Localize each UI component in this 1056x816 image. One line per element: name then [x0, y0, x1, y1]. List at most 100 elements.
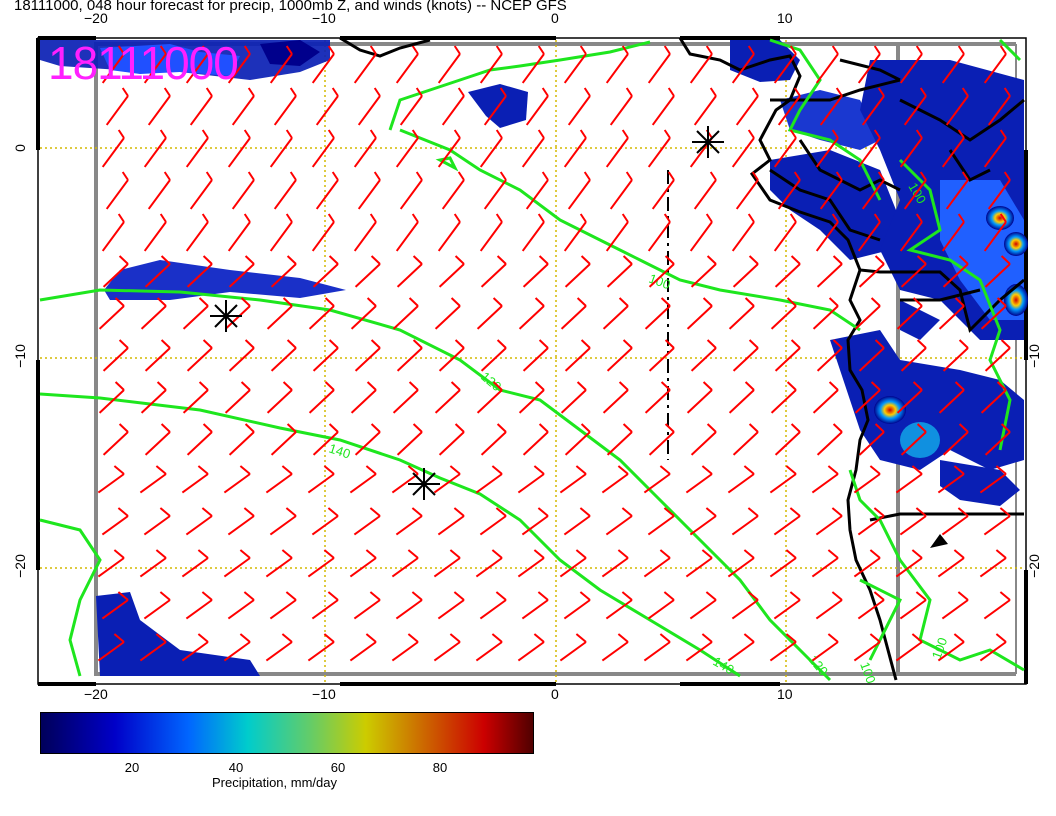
wind-barb: [941, 213, 965, 252]
wind-barb: [559, 633, 587, 662]
wind-barb: [391, 633, 419, 662]
wind-barb: [941, 45, 965, 84]
wind-barb: [227, 591, 255, 620]
wind-barb: [690, 423, 717, 456]
wind-barb: [643, 633, 671, 662]
coastline: [339, 36, 1025, 681]
wind-barb: [517, 633, 545, 662]
wind-barb: [311, 213, 335, 252]
wind-barb: [945, 87, 969, 126]
wind-barb: [816, 339, 843, 372]
wind-barb: [563, 507, 591, 536]
wind-barb: [140, 381, 167, 414]
wind-barb: [728, 297, 755, 330]
wind-barb: [777, 87, 801, 126]
wind-barb: [476, 381, 503, 414]
wind-barb: [480, 339, 507, 372]
wind-barb: [941, 507, 969, 536]
wind-barb: [228, 423, 255, 456]
wind-barb: [685, 633, 713, 662]
wind-barb: [564, 339, 591, 372]
wind-barb: [270, 255, 297, 288]
asterisk-icon: [692, 126, 724, 158]
wind-barb: [437, 129, 461, 168]
wind-barb: [311, 45, 335, 84]
wind-barb: [984, 339, 1011, 372]
wind-barb: [937, 465, 965, 494]
wind-barb: [686, 381, 713, 414]
wind-barb: [479, 129, 503, 168]
wind-barb: [101, 129, 125, 168]
wind-barb: [147, 87, 171, 126]
wind-barb: [139, 465, 167, 494]
wind-barb: [857, 213, 881, 252]
date-stamp: 18111000: [48, 37, 239, 89]
wind-barb: [644, 381, 671, 414]
wind-barb: [861, 87, 885, 126]
wind-barb: [606, 255, 633, 288]
wind-barb: [399, 171, 423, 210]
contour-label: 100: [929, 636, 951, 662]
wind-barb: [567, 171, 591, 210]
wind-barb: [899, 213, 923, 252]
wind-barb: [349, 465, 377, 494]
wind-barb: [354, 339, 381, 372]
wind-barb: [900, 255, 927, 288]
wind-barb: [984, 423, 1011, 456]
wind-barb: [643, 549, 671, 578]
wind-barb: [101, 591, 129, 620]
wind-barbs: [97, 45, 1011, 662]
wind-barb: [815, 507, 843, 536]
wind-barb: [819, 171, 843, 210]
wind-barb: [853, 465, 881, 494]
contour-label: 140: [327, 441, 352, 462]
wind-barb: [307, 633, 335, 662]
wind-barb: [231, 171, 255, 210]
wind-barb: [315, 171, 339, 210]
wind-barb: [567, 87, 591, 126]
wind-barb: [311, 507, 339, 536]
wind-barb: [97, 549, 125, 578]
wind-barb: [651, 171, 675, 210]
wind-barb: [815, 129, 839, 168]
wind-barb: [648, 255, 675, 288]
wind-barb: [140, 297, 167, 330]
wind-barb: [273, 171, 297, 210]
wind-barb: [521, 45, 545, 84]
wind-barb: [899, 591, 927, 620]
wind-barb: [858, 255, 885, 288]
wind-barb: [311, 591, 339, 620]
colorbar-tick: 60: [330, 760, 346, 775]
wind-barb: [438, 255, 465, 288]
wind-barb: [395, 591, 423, 620]
wind-barb: [189, 171, 213, 210]
wind-barb: [984, 255, 1011, 288]
wind-barb: [354, 255, 381, 288]
wind-barb: [181, 465, 209, 494]
wind-barb: [392, 381, 419, 414]
wind-barb: [609, 87, 633, 126]
wind-barb: [983, 213, 1007, 252]
wind-barb: [731, 45, 755, 84]
wind-barb: [693, 87, 717, 126]
wind-barb: [223, 549, 251, 578]
wind-barb: [774, 423, 801, 456]
wind-barb: [350, 297, 377, 330]
colorbar-tick: 40: [228, 760, 244, 775]
colorbar-tick: 20: [124, 760, 140, 775]
wind-barb: [773, 129, 797, 168]
wind-barb: [941, 591, 969, 620]
wind-barb: [441, 87, 465, 126]
wind-barb: [143, 129, 167, 168]
wind-barb: [228, 255, 255, 288]
wind-barb: [353, 591, 381, 620]
wind-barb: [228, 339, 255, 372]
wind-barb: [816, 423, 843, 456]
wind-barb: [819, 87, 843, 126]
wind-barb: [480, 423, 507, 456]
wind-barb: [521, 507, 549, 536]
wind-barb: [938, 297, 965, 330]
wind-barb: [777, 171, 801, 210]
wind-barb: [475, 549, 503, 578]
